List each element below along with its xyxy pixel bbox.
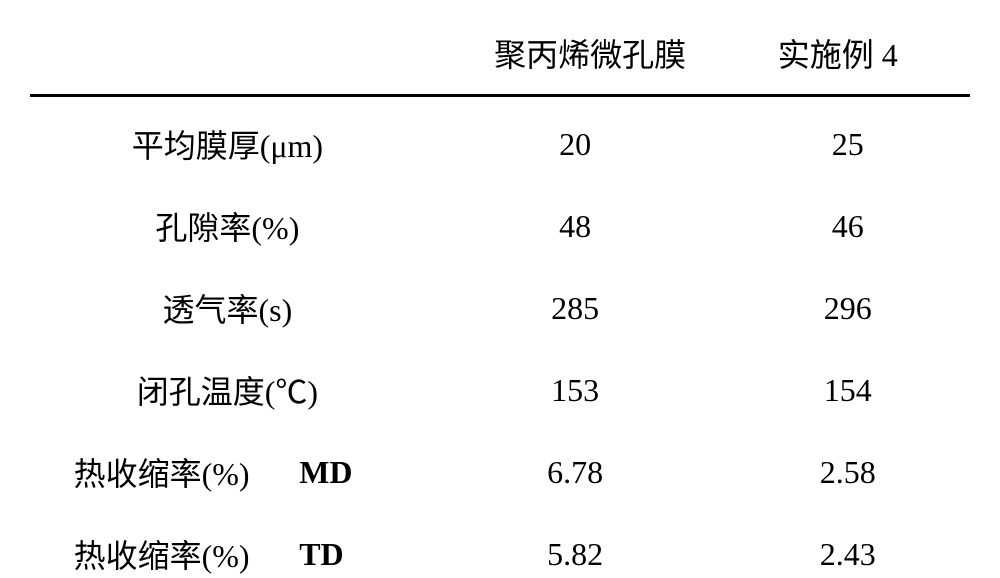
row-label: 透气率(s) bbox=[30, 267, 425, 349]
table-header-row: 聚丙烯微孔膜 实施例 4 bbox=[30, 20, 970, 96]
cell-pp: 5.82 bbox=[425, 513, 726, 578]
row-sublabel-td: TD bbox=[293, 513, 425, 578]
header-col-ex4: 实施例 4 bbox=[726, 20, 970, 96]
properties-table: 聚丙烯微孔膜 实施例 4 平均膜厚(μm) 20 25 孔隙率(%) 48 46… bbox=[30, 20, 970, 578]
table-container: 聚丙烯微孔膜 实施例 4 平均膜厚(μm) 20 25 孔隙率(%) 48 46… bbox=[0, 0, 1000, 578]
table-row: 孔隙率(%) 48 46 bbox=[30, 185, 970, 267]
header-blank bbox=[30, 20, 425, 96]
table-row: 热收缩率(%) TD 5.82 2.43 bbox=[30, 513, 970, 578]
table-row: 热收缩率(%) MD 6.78 2.58 bbox=[30, 431, 970, 513]
cell-ex4: 2.43 bbox=[726, 513, 970, 578]
cell-ex4: 154 bbox=[726, 349, 970, 431]
row-sublabel-md: MD bbox=[293, 431, 425, 513]
table-row: 平均膜厚(μm) 20 25 bbox=[30, 96, 970, 186]
cell-ex4: 2.58 bbox=[726, 431, 970, 513]
cell-ex4: 296 bbox=[726, 267, 970, 349]
row-label: 孔隙率(%) bbox=[30, 185, 425, 267]
table-row: 透气率(s) 285 296 bbox=[30, 267, 970, 349]
table-row: 闭孔温度(℃) 153 154 bbox=[30, 349, 970, 431]
row-label: 热收缩率(%) bbox=[30, 513, 293, 578]
cell-pp: 153 bbox=[425, 349, 726, 431]
row-label: 热收缩率(%) bbox=[30, 431, 293, 513]
cell-ex4: 25 bbox=[726, 96, 970, 186]
cell-pp: 48 bbox=[425, 185, 726, 267]
row-label: 闭孔温度(℃) bbox=[30, 349, 425, 431]
cell-ex4: 46 bbox=[726, 185, 970, 267]
header-col-pp: 聚丙烯微孔膜 bbox=[425, 20, 726, 96]
cell-pp: 20 bbox=[425, 96, 726, 186]
cell-pp: 285 bbox=[425, 267, 726, 349]
row-label: 平均膜厚(μm) bbox=[30, 96, 425, 186]
cell-pp: 6.78 bbox=[425, 431, 726, 513]
